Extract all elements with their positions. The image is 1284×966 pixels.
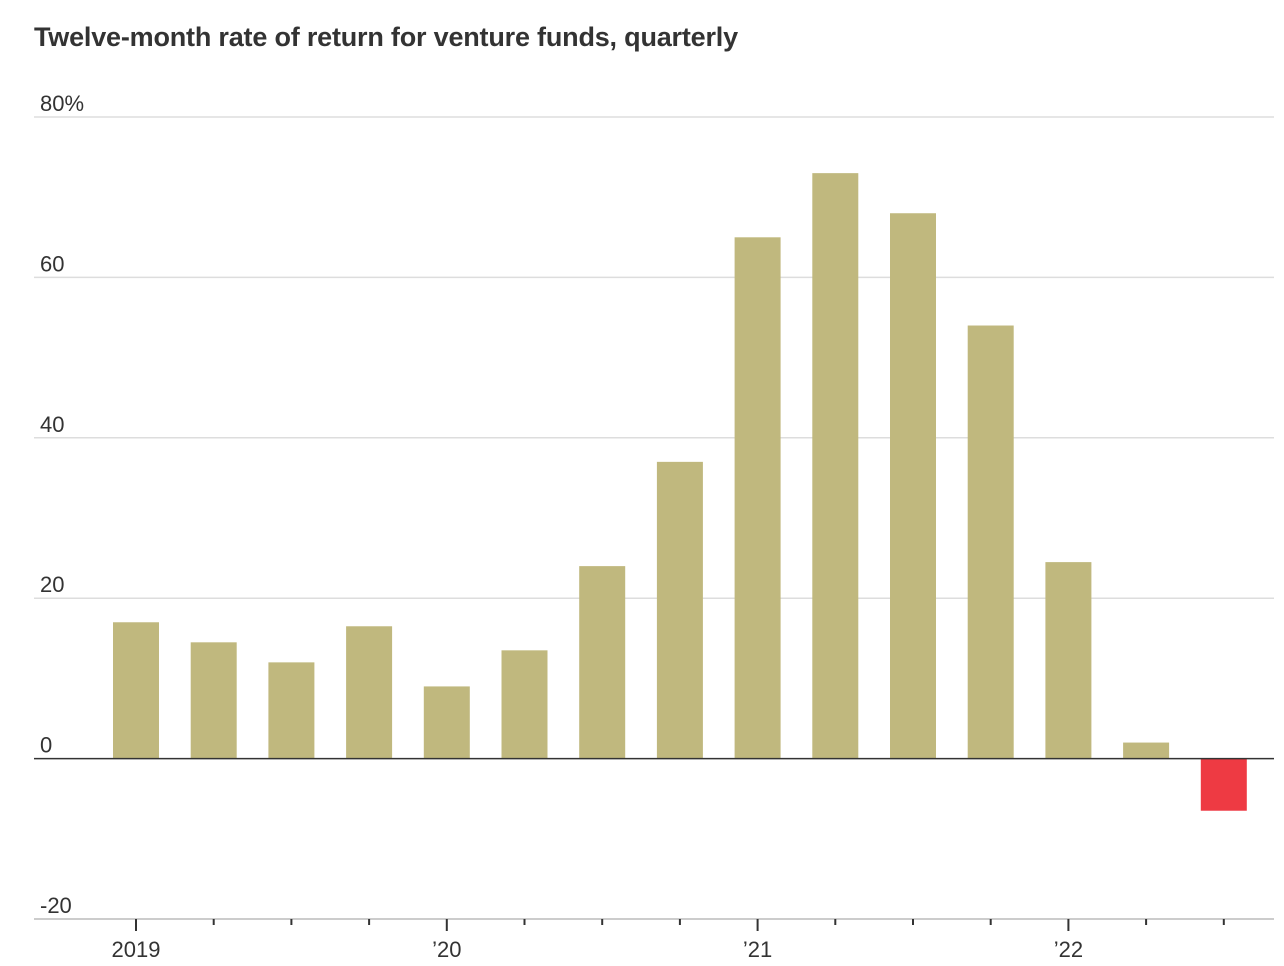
x-tick-label: ’20: [432, 937, 461, 962]
bar: [656, 461, 703, 759]
bar: [423, 686, 470, 759]
x-tick-label: ’22: [1054, 937, 1083, 962]
bar: [113, 622, 159, 759]
bar: [579, 566, 626, 759]
bar: [890, 213, 936, 759]
bar: [967, 325, 1014, 759]
bar: [1200, 758, 1247, 811]
bar: [1123, 742, 1170, 759]
gridlines: [34, 116, 1274, 599]
y-tick-label: -20: [40, 893, 72, 918]
axes: [34, 757, 1274, 931]
bar: [812, 173, 859, 759]
y-tick-label: 20: [40, 572, 64, 597]
y-tick-label: 80%: [40, 91, 84, 116]
bar: [501, 650, 548, 759]
tick-labels: 80% 60 40 20 0 -20 2019 ’20 ’21 ’22: [40, 91, 1083, 962]
y-tick-label: 60: [40, 251, 64, 276]
bars: [113, 173, 1247, 811]
x-tick-label: 2019: [112, 937, 161, 962]
bar: [268, 662, 315, 759]
y-tick-label: 40: [40, 412, 64, 437]
x-tick-label: ’21: [743, 937, 772, 962]
bar: [190, 642, 237, 759]
bar: [346, 626, 393, 759]
y-tick-label: 0: [40, 733, 52, 758]
chart-title: Twelve-month rate of return for venture …: [34, 22, 738, 52]
bar: [734, 237, 781, 759]
bar: [1045, 562, 1092, 759]
